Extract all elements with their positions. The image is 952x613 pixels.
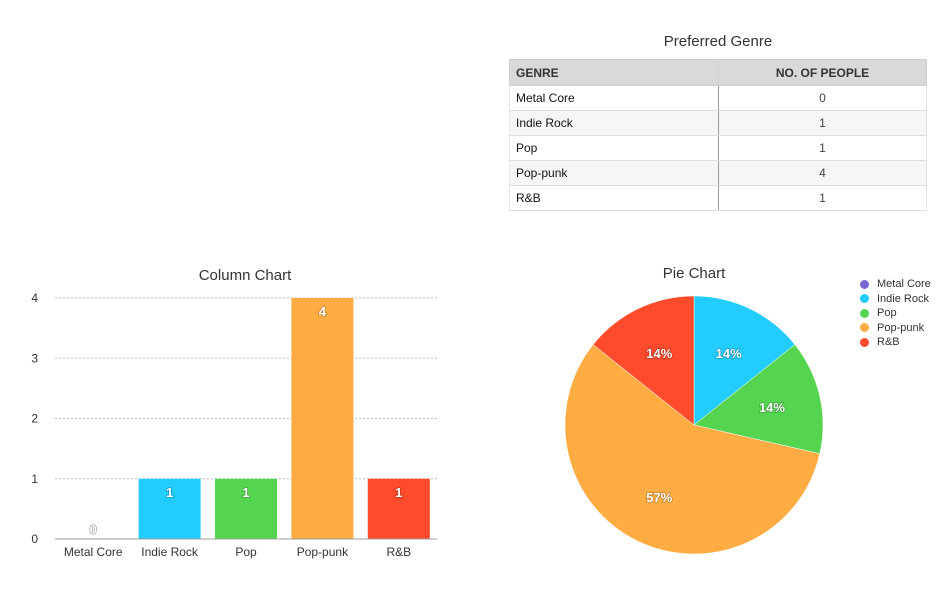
count-cell: 1: [718, 110, 927, 136]
pie-legend: Metal Core Indie Rock Pop Pop-punk R&B: [860, 277, 931, 350]
pie-data-label: 14%: [716, 346, 742, 361]
pie-slice: [564, 344, 821, 555]
count-cell: 1: [718, 185, 927, 211]
legend-swatch: [860, 279, 869, 289]
legend-swatch: [860, 337, 869, 347]
column-chart-title: Column Chart: [198, 267, 292, 284]
x-tick-label: Metal Core: [64, 545, 123, 559]
legend-label: Pop-punk: [877, 321, 925, 334]
y-tick-label: 2: [31, 412, 38, 426]
legend-item: Pop-punk: [860, 321, 931, 336]
count-cell: 0: [718, 85, 927, 111]
y-tick-label: 3: [31, 351, 38, 365]
bar-data-label: 1: [242, 485, 249, 500]
legend-item: Indie Rock: [860, 292, 931, 307]
pie-chart-title: Pie Chart: [662, 265, 726, 282]
bar-data-label: 4: [319, 304, 327, 319]
x-tick-label: Indie Rock: [141, 545, 199, 559]
bar-data-label: 1: [166, 485, 173, 500]
table-row: R&B 1: [509, 185, 927, 211]
column-chart: 0 1 2 3 4 0 Metal Core 1 Indie Rock 1 Pop 4 Pop-punk…: [31, 291, 437, 559]
pie-slice: [693, 295, 796, 426]
legend-item: Metal Core: [860, 277, 931, 292]
genre-cell: Pop-punk: [509, 160, 719, 186]
bar-data-label: 1: [395, 485, 402, 500]
pie-data-label: 14%: [759, 400, 785, 415]
legend-label: Pop: [877, 307, 897, 320]
pie-slice: [693, 344, 824, 455]
x-tick-label: Pop: [235, 545, 257, 559]
bar: [138, 478, 201, 539]
legend-label: Indie Rock: [877, 292, 929, 305]
y-tick-label: 1: [31, 472, 38, 486]
count-cell: 4: [718, 160, 927, 186]
table-title: Preferred Genre: [663, 33, 773, 50]
x-tick-label: Pop-punk: [297, 545, 349, 559]
bar: [367, 478, 430, 539]
legend-label: Metal Core: [877, 278, 931, 291]
bar: [291, 298, 354, 539]
pie-chart: 14% 14% 57% 14%: [564, 295, 824, 555]
bar: [215, 478, 277, 539]
legend-label: R&B: [877, 336, 900, 349]
table-header-row: GENRE NO. OF PEOPLE: [509, 59, 927, 86]
column-header-count: NO. OF PEOPLE: [718, 59, 927, 86]
genre-cell: Pop: [509, 135, 719, 161]
genre-table: GENRE NO. OF PEOPLE Metal Core 0 Indie R…: [509, 59, 927, 211]
legend-item: Pop: [860, 306, 931, 321]
legend-swatch: [860, 323, 869, 333]
legend-swatch: [860, 294, 869, 304]
x-tick-label: R&B: [386, 545, 411, 559]
pie-data-label: 57%: [646, 490, 672, 505]
table-row: Indie Rock 1: [509, 110, 927, 136]
count-cell: 1: [718, 135, 927, 161]
pie-slice: [592, 295, 695, 426]
table-row: Pop-punk 4: [509, 160, 927, 186]
bar-data-label: 0: [90, 522, 97, 537]
genre-cell: Metal Core: [509, 85, 719, 111]
table-row: Pop 1: [509, 135, 927, 161]
y-tick-label: 0: [31, 532, 38, 546]
genre-cell: Indie Rock: [509, 110, 719, 136]
legend-item: R&B: [860, 335, 931, 350]
genre-cell: R&B: [509, 185, 719, 211]
pie-data-label: 14%: [646, 346, 672, 361]
legend-swatch: [860, 308, 869, 318]
table-row: Metal Core 0: [509, 85, 927, 111]
y-tick-label: 4: [31, 291, 38, 305]
